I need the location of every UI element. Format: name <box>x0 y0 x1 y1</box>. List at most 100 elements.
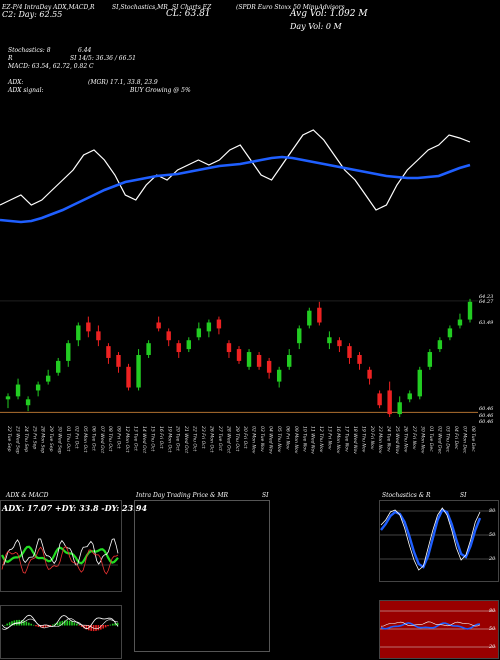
date-tick-label: 30 Fri Oct <box>242 426 248 449</box>
macd-histogram-bar <box>37 625 40 627</box>
date-tick-label: 22 Thu Oct <box>192 426 198 452</box>
date-tick-label: 05 Thu Nov <box>276 426 282 453</box>
price-line <box>0 129 471 211</box>
macd-histogram-bar <box>116 622 119 626</box>
candle-body <box>407 393 412 400</box>
header-title-right: (SPDR Euro Stoxx 50 MinuAdvisors <box>236 4 345 11</box>
macd-histogram-bar <box>71 621 73 626</box>
candle-body <box>266 360 272 373</box>
macd-histogram-bar <box>8 622 11 626</box>
macd-histogram-bar <box>42 625 44 628</box>
candle-body <box>327 337 332 344</box>
candle-body <box>206 322 212 332</box>
header-day-close: C2: Day: 62.55 <box>2 10 63 19</box>
candle-body <box>25 399 31 406</box>
candle-body <box>287 355 292 367</box>
date-tick-label: 01 Tue Dec <box>428 426 434 452</box>
macd-histogram-bar <box>52 624 54 626</box>
macd-histogram-bar <box>83 625 85 629</box>
header-avg-vol: Avg Vol: 1.092 M <box>290 9 368 19</box>
macd-histogram-bar <box>90 625 92 631</box>
macd-histogram-bar <box>23 620 25 626</box>
macd-histogram-bar <box>11 621 13 626</box>
candle-body <box>417 369 422 397</box>
macd-line <box>1 614 119 630</box>
date-tick-label: 01 Thu Oct <box>65 426 71 452</box>
macd-histogram-bar <box>40 625 42 628</box>
date-tick-label: 28 Mon Sep <box>40 426 46 453</box>
date-tick-label: 30 Wed Sep <box>57 426 63 454</box>
candle-body <box>196 328 202 338</box>
date-tick-label: 13 Fri Nov <box>327 426 333 450</box>
date-tick-label: 08 Thu Oct <box>107 426 113 452</box>
candle-body <box>86 322 91 332</box>
candle-body <box>427 352 433 367</box>
macd-histogram-bar <box>32 624 35 626</box>
date-tick-label: 12 Mon Oct <box>124 426 130 453</box>
candle-body <box>297 328 302 344</box>
candle-body <box>186 340 191 350</box>
candle-body <box>66 343 71 361</box>
date-tick-label: 26 Thu Nov <box>403 426 409 453</box>
candle-body <box>347 346 352 358</box>
date-tick-label: 09 Mon Nov <box>293 426 299 454</box>
date-tick-label: 25 Fri Sep <box>31 426 37 449</box>
macd-histogram-bar <box>13 620 16 626</box>
date-tick-label: 14 Wed Oct <box>141 426 147 453</box>
candle-body <box>5 396 11 400</box>
macd-histogram-bar <box>102 625 104 629</box>
candle-body <box>176 343 181 353</box>
date-tick-label: 20 Tue Oct <box>175 426 181 451</box>
macd-histogram-bar <box>112 623 114 626</box>
date-tick-label: 02 Mon Nov <box>251 426 257 454</box>
stoch-panel-title: Stochastics & R <box>382 492 431 499</box>
date-tick-label: 16 Mon Nov <box>335 426 341 454</box>
stoch-value: 6.44 <box>78 47 92 54</box>
candle-body <box>397 402 402 415</box>
rsi-panel <box>379 600 499 659</box>
header-title-mid: SI,Stochastics,MR <box>112 4 168 11</box>
price-label-top-b: 64.27 <box>479 299 494 305</box>
macd-histogram-bar <box>44 625 47 628</box>
price-label-low: 60.46 <box>479 406 494 412</box>
macd-histogram-bar <box>6 623 8 626</box>
date-tick-label: 23 Mon Nov <box>377 426 383 454</box>
macd-histogram-bar <box>25 621 28 626</box>
date-tick-label: 29 Thu Oct <box>234 426 240 452</box>
date-tick-label: 07 Wed Oct <box>99 426 105 453</box>
candle-body <box>317 307 322 323</box>
date-tick-label: 10 Tue Nov <box>301 426 307 452</box>
stoch-panel <box>379 500 499 582</box>
date-tick-label: 23 Wed Sep <box>14 426 20 454</box>
candle-body <box>307 310 312 326</box>
main-price-chart: 22 Tue Sep 23 Wed Sep 24 Thu Sep 25 Fri Sep… <box>0 129 478 454</box>
date-tick-label: 27 Tue Oct <box>217 426 223 451</box>
date-tick-label: 12 Thu Nov <box>318 426 324 453</box>
macd-histogram-bar <box>85 625 88 630</box>
candle-body <box>156 322 161 329</box>
macd-histogram-bar <box>100 625 102 630</box>
stoch-panel-si: SI <box>460 492 467 499</box>
macd-histogram-bar <box>35 625 37 627</box>
date-tick-label: 19 Mon Oct <box>166 426 172 453</box>
candle-body <box>96 331 101 341</box>
macd-histogram-bar <box>95 625 97 631</box>
macd-histogram-bar <box>64 620 66 626</box>
macd-histogram-bar <box>30 623 32 626</box>
candle-body <box>166 331 171 341</box>
date-tick-label: 02 Fri Oct <box>74 426 80 449</box>
adx-signal-label: ADX signal: <box>8 87 44 94</box>
rsi-label: R <box>8 55 13 62</box>
macd-histogram-bar <box>97 625 100 631</box>
date-tick-label: 17 Tue Nov <box>344 426 350 452</box>
date-tick-label: 02 Wed Dec <box>436 426 442 454</box>
price-label-low-c: 60.46 <box>479 419 494 425</box>
macd-panel <box>0 605 122 659</box>
candle-body <box>387 390 392 415</box>
date-tick-label: 21 Wed Oct <box>183 426 189 453</box>
candle-body <box>457 319 463 326</box>
header-title-mid2: SI Charts EZ <box>172 4 212 11</box>
rsi-smooth-line <box>380 621 481 627</box>
macd-histogram-bar <box>56 622 59 626</box>
date-tick-label: 07 Mon Dec <box>462 426 468 454</box>
